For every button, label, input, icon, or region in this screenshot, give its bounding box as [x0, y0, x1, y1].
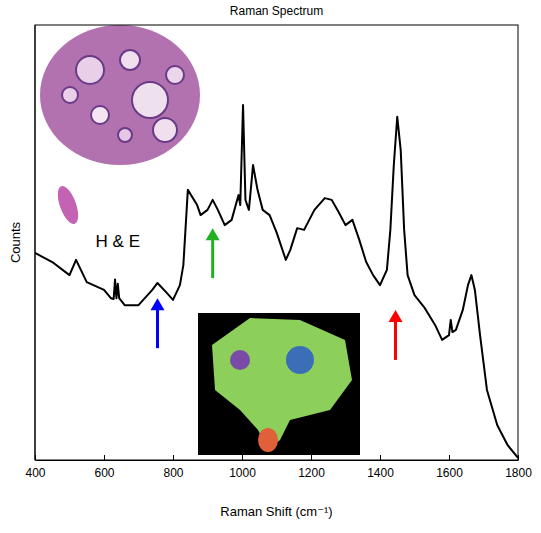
x-tick: 1600 [436, 455, 463, 480]
arrow-shaft [394, 316, 397, 360]
hs-region [230, 350, 250, 370]
he-lumen [62, 87, 78, 103]
x-tick: 800 [163, 455, 183, 480]
x-tick: 600 [94, 455, 114, 480]
x-axis-title: Raman Shift (cm⁻¹) [220, 504, 332, 519]
x-tick-label: 1200 [298, 466, 325, 480]
x-axis: 400 600 800 1000 1200 1400 1600 1800 [25, 455, 532, 480]
x-tick: 1400 [367, 455, 394, 480]
insets [40, 25, 360, 455]
he-lumen [120, 50, 140, 70]
x-tick-label: 1000 [229, 466, 256, 480]
y-axis-line [35, 25, 36, 460]
he-tissue [40, 25, 200, 165]
he-lumen [153, 118, 177, 142]
hs-region [258, 428, 278, 452]
x-tick-mark [104, 455, 105, 460]
x-tick: 400 [25, 455, 45, 480]
spectrum-line [35, 105, 518, 458]
x-tick-mark [242, 455, 243, 460]
x-tick: 1000 [229, 455, 256, 480]
plot-area [35, 105, 518, 458]
x-axis-line [36, 460, 519, 461]
hs-region [286, 346, 314, 374]
chart: 400 600 800 1000 1200 1400 1600 1800 H & E Raman … [0, 0, 541, 533]
x-tick-label: 1800 [505, 466, 532, 480]
x-tick-label: 1600 [436, 466, 463, 480]
x-tick: 1200 [298, 455, 325, 480]
plot-frame [35, 25, 518, 460]
hs-tissue [212, 318, 352, 450]
hs-background [198, 313, 360, 455]
he-lumen [91, 106, 109, 124]
arrow-head [206, 228, 220, 240]
x-tick-mark [311, 455, 312, 460]
arrow [389, 310, 403, 360]
he-lumen [118, 128, 132, 142]
he-lumen [166, 66, 184, 84]
x-tick-label: 1400 [367, 466, 394, 480]
x-tick-label: 600 [94, 466, 114, 480]
arrow-shaft [211, 234, 214, 278]
x-tick-mark [449, 455, 450, 460]
annotation: H & E [96, 232, 140, 251]
he-lumen [132, 82, 168, 118]
y-axis-title: Counts [8, 221, 23, 263]
arrow [206, 228, 220, 278]
x-tick-mark [518, 455, 519, 460]
he-image [40, 25, 200, 227]
he-lumen [76, 56, 104, 84]
arrow-shaft [156, 304, 159, 348]
x-tick: 1800 [505, 455, 532, 480]
x-tick-mark [35, 455, 36, 460]
hyperspectral-image [198, 313, 360, 455]
arrow [150, 298, 164, 348]
x-tick-mark [173, 455, 174, 460]
chart-title: Raman Spectrum [230, 4, 323, 18]
arrow-head [389, 310, 403, 322]
x-tick-label: 400 [25, 466, 45, 480]
arrow-head [150, 298, 164, 310]
x-tick-label: 800 [163, 466, 183, 480]
x-tick-mark [380, 455, 381, 460]
he-fragment [54, 183, 83, 226]
